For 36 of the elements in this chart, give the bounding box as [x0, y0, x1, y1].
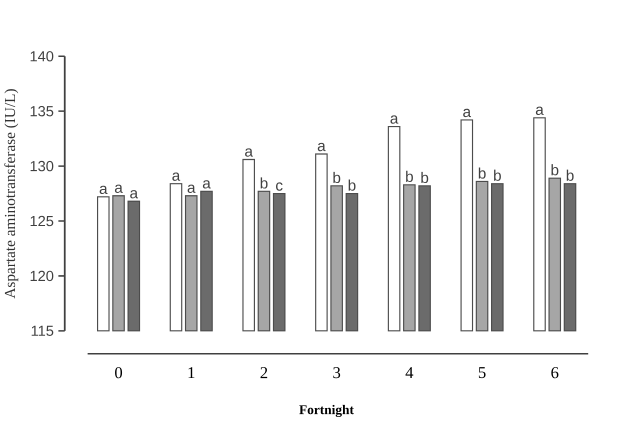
y-tick-label: 130	[30, 160, 54, 172]
data-label: a	[114, 184, 123, 193]
y-tick-label: 120	[30, 270, 54, 281]
x-tick-label: 3	[333, 367, 340, 378]
data-label: a	[130, 190, 138, 198]
data-label: a	[188, 184, 196, 193]
data-label: a	[245, 148, 253, 157]
x-tick-label: 6	[551, 367, 558, 378]
x-tick-label: 5	[478, 366, 486, 378]
data-label: b	[260, 177, 268, 188]
data-label: b	[406, 170, 413, 182]
x-tick-label: 1	[188, 367, 194, 378]
data-label: a	[390, 115, 398, 124]
data-label: b	[494, 170, 501, 181]
data-label: b	[348, 179, 356, 191]
data-label: a	[463, 108, 472, 118]
x-tick-label: 2	[260, 367, 268, 378]
y-tick-label: 135	[30, 106, 54, 116]
data-label: b	[421, 172, 428, 183]
y-axis-title: Aspartate aminotransferase (IU/L)	[4, 89, 18, 298]
data-label: b	[478, 167, 486, 179]
x-tick-label: 0	[115, 367, 122, 378]
data-label: a	[318, 142, 326, 152]
data-label: a	[100, 186, 108, 194]
x-tick-label: 4	[406, 366, 414, 378]
data-label: a	[172, 172, 180, 181]
data-label: b	[566, 170, 574, 181]
data-label: a	[536, 106, 544, 115]
x-axis-title: Fortnight	[299, 404, 354, 417]
y-tick-label: 125	[30, 216, 54, 226]
data-label: a	[202, 180, 211, 188]
y-tick-label: 140	[30, 50, 54, 62]
data-label: c	[276, 182, 283, 191]
y-tick-label: 115	[32, 326, 54, 336]
data-label: b	[551, 164, 558, 176]
data-label: b	[333, 172, 340, 183]
